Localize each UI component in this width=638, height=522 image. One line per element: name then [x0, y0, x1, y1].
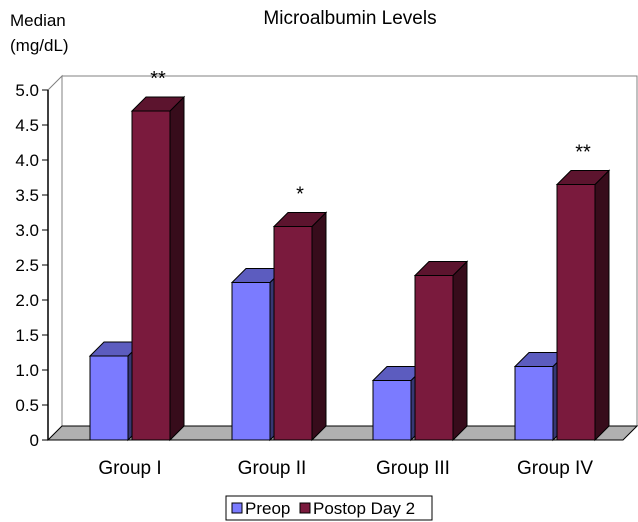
bar-postop — [131, 110, 171, 441]
x-tick-label: Group I — [98, 458, 161, 479]
significance-marker: ** — [575, 142, 591, 164]
bar-side — [452, 260, 468, 442]
x-tick-label: Group III — [376, 458, 450, 479]
significance-marker: * — [296, 184, 304, 206]
y-tick-label: 4.0 — [15, 151, 39, 170]
bars — [88, 95, 611, 442]
legend-swatch — [231, 502, 243, 514]
bar-postop — [556, 184, 596, 441]
y-tick-label: 4.5 — [15, 116, 39, 135]
bar-preop — [231, 282, 271, 441]
y-tick-label: 1.5 — [15, 326, 39, 345]
bar-top — [555, 170, 611, 185]
legend-swatch — [299, 502, 311, 514]
bar-postop — [273, 226, 313, 441]
y-tick-label: 1.0 — [15, 361, 39, 380]
y-tick-label: 2.0 — [15, 291, 39, 310]
y-tick-label: 2.5 — [15, 256, 39, 275]
y-tick-label: 3.0 — [15, 221, 39, 240]
bar-top — [272, 212, 328, 227]
side-wall — [47, 74, 63, 442]
bar-top — [413, 261, 469, 276]
labels: Microalbumin Levels Median (mg/dL) ** Gro… — [10, 8, 593, 479]
y-tick-label: 0 — [30, 431, 39, 450]
bar-side — [594, 169, 610, 442]
bar-postop — [414, 275, 454, 441]
legend: Preop Postop Day 2 — [225, 495, 433, 521]
y-axis-label-line1: Median — [10, 11, 66, 30]
y-tick-label: 5.0 — [15, 81, 39, 100]
legend-entry: Postop Day 2 — [313, 499, 415, 518]
significance-marker: ** — [150, 68, 166, 90]
bar-preop — [89, 355, 129, 441]
legend-box — [225, 495, 433, 521]
bar-side — [169, 95, 185, 442]
y-tick-label: 3.5 — [15, 186, 39, 205]
bar-preop — [372, 380, 412, 441]
y-axis-label-line2: (mg/dL) — [10, 36, 69, 55]
chart-title: Microalbumin Levels — [263, 8, 436, 29]
x-tick-label: Group IV — [517, 458, 593, 479]
bar-top — [130, 96, 186, 112]
legend-entry: Preop — [245, 499, 290, 518]
y-tick-label: 0.5 — [15, 396, 39, 415]
bar-preop — [514, 366, 554, 441]
x-tick-label: Group II — [238, 458, 307, 479]
y-axis: 0 0.5 1.0 1.5 2.0 2.5 3.0 3.5 4.0 4.5 5.0 — [15, 81, 49, 450]
bar-side — [311, 211, 327, 442]
